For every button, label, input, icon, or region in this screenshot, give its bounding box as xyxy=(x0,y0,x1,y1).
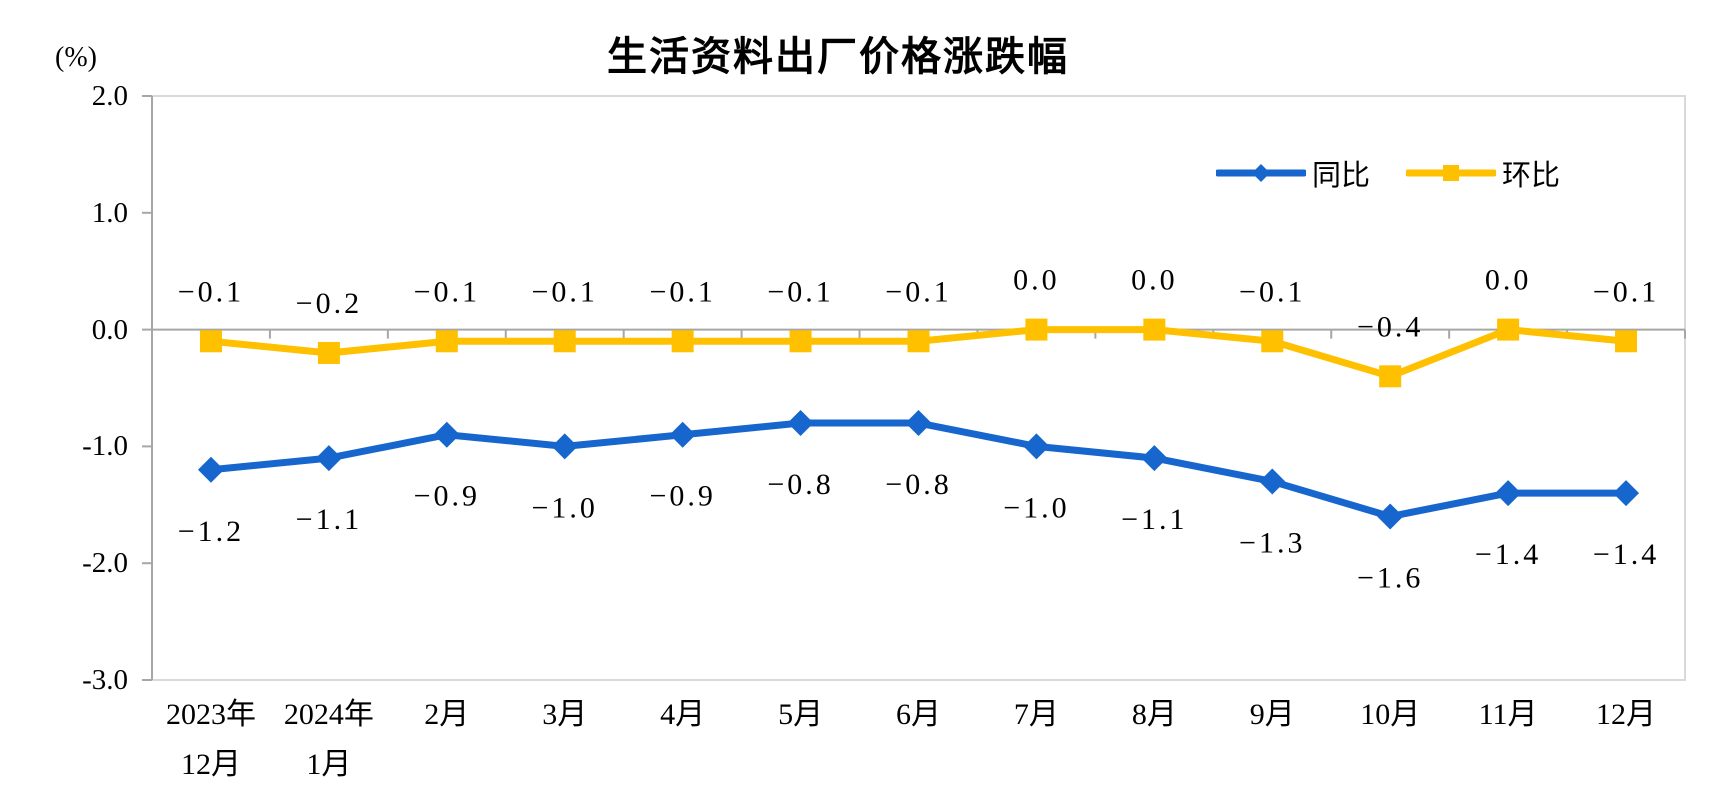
square-marker-mom xyxy=(671,330,694,353)
x-axis-label: 4月 xyxy=(660,698,706,731)
series-yoy: −1.2 −1.1 −0.9 −1.0 −0.9 −0.8 −0.8 −1.0 −1.1 −1.3… xyxy=(178,410,1659,594)
x-axis-label: 10月 xyxy=(1360,698,1421,731)
diamond-marker-yoy xyxy=(433,421,460,448)
y-axis-label: 0.0 xyxy=(91,313,128,346)
data-label-yoy: −0.9 xyxy=(414,480,480,513)
y-axis-label: -2.0 xyxy=(82,547,128,580)
data-label-mom: −0.1 xyxy=(767,275,833,308)
chart-title: 生活资料出厂价格涨跌幅 xyxy=(607,35,1069,79)
diamond-marker-yoy xyxy=(1259,468,1286,495)
diamond-marker-yoy xyxy=(1613,480,1640,507)
square-marker-mom xyxy=(1615,330,1638,353)
x-axis-label: 5月 xyxy=(778,698,824,731)
legend-diamond-marker-yoy xyxy=(1252,164,1270,182)
data-label-mom: −0.1 xyxy=(1593,275,1659,308)
diamond-marker-yoy xyxy=(315,445,342,472)
legend-swatch-yoy xyxy=(1216,164,1306,182)
data-label-yoy: −1.4 xyxy=(1593,538,1659,571)
x-axis-label: 11月 xyxy=(1478,698,1538,731)
legend: 同比 环比 xyxy=(1216,152,1560,194)
x-axis-label: 12月 xyxy=(1596,698,1657,731)
data-label-yoy: −1.6 xyxy=(1357,561,1423,594)
diamond-marker-yoy xyxy=(787,410,814,437)
data-label-mom: −0.1 xyxy=(532,275,598,308)
diamond-marker-yoy xyxy=(197,456,224,483)
data-label-mom: 0.0 xyxy=(1013,264,1060,297)
diamond-marker-yoy xyxy=(905,410,932,437)
x-axis-label: 3月 xyxy=(542,698,588,731)
legend-label-mom: 环比 xyxy=(1502,160,1561,192)
legend-label-yoy: 同比 xyxy=(1312,160,1371,192)
data-label-yoy: −1.0 xyxy=(1003,491,1069,524)
data-label-mom: 0.0 xyxy=(1131,264,1178,297)
data-label-yoy: −1.2 xyxy=(178,515,244,548)
x-axis-label: 7月 xyxy=(1013,698,1059,731)
data-label-mom: −0.1 xyxy=(885,275,951,308)
y-axis-unit-label: (%) xyxy=(55,42,97,73)
data-label-yoy: −0.9 xyxy=(649,480,715,513)
data-label-mom: 0.0 xyxy=(1485,264,1532,297)
data-label-yoy: −0.8 xyxy=(767,468,833,501)
square-marker-mom xyxy=(1143,318,1166,341)
legend-square-marker-mom xyxy=(1443,165,1460,181)
x-axis-label: 6月 xyxy=(896,698,941,731)
data-label-yoy: −1.1 xyxy=(1121,503,1187,536)
data-label-mom: −0.1 xyxy=(1239,275,1305,308)
y-axis-label: -1.0 xyxy=(82,430,128,463)
data-label-mom: −0.1 xyxy=(414,275,480,308)
square-marker-mom xyxy=(317,341,340,364)
square-marker-mom xyxy=(1497,318,1520,341)
legend-item-yoy: 同比 xyxy=(1216,152,1370,194)
square-marker-mom xyxy=(1025,318,1048,341)
data-label-mom: −0.2 xyxy=(296,287,362,320)
x-axis-label: 9月 xyxy=(1249,698,1295,731)
square-marker-mom xyxy=(553,330,576,353)
data-label-yoy: −1.4 xyxy=(1475,538,1541,571)
data-label-yoy: −1.1 xyxy=(296,503,362,536)
y-axis-label: 2.0 xyxy=(91,80,128,112)
data-label-mom: −0.1 xyxy=(649,275,715,308)
square-marker-mom xyxy=(435,330,458,353)
diamond-marker-yoy xyxy=(551,433,578,460)
diamond-marker-yoy xyxy=(669,421,696,448)
square-marker-mom xyxy=(1379,365,1402,388)
series-mom: −0.1 −0.2 −0.1 −0.1 −0.1 −0.1 −0.1 0.0 0.0 −0.1 −0… xyxy=(178,264,1659,388)
y-axis-label: 1.0 xyxy=(91,196,128,229)
data-label-mom: −0.4 xyxy=(1357,310,1423,343)
plot-border xyxy=(152,95,1686,681)
square-marker-mom xyxy=(1261,330,1284,353)
diamond-marker-yoy xyxy=(1141,445,1168,472)
x-axis-label: 2月 xyxy=(424,698,470,731)
square-marker-mom xyxy=(199,330,222,353)
legend-swatch-mom xyxy=(1406,165,1497,181)
x-axis-label: 8月 xyxy=(1131,698,1177,731)
y-axis-label: -3.0 xyxy=(82,664,128,696)
data-label-mom: −0.1 xyxy=(178,275,244,308)
x-axis-label: 2023年 12月 xyxy=(165,698,256,781)
x-axis-label: 2024年 1月 xyxy=(283,698,374,781)
data-label-yoy: −1.3 xyxy=(1239,526,1305,559)
diamond-marker-yoy xyxy=(1377,503,1404,530)
data-label-yoy: −1.0 xyxy=(532,491,598,524)
square-marker-mom xyxy=(907,330,930,353)
diamond-marker-yoy xyxy=(1495,480,1522,507)
data-label-yoy: −0.8 xyxy=(885,468,951,501)
legend-item-mom: 环比 xyxy=(1406,152,1560,194)
diamond-marker-yoy xyxy=(1023,433,1050,460)
square-marker-mom xyxy=(789,330,812,353)
